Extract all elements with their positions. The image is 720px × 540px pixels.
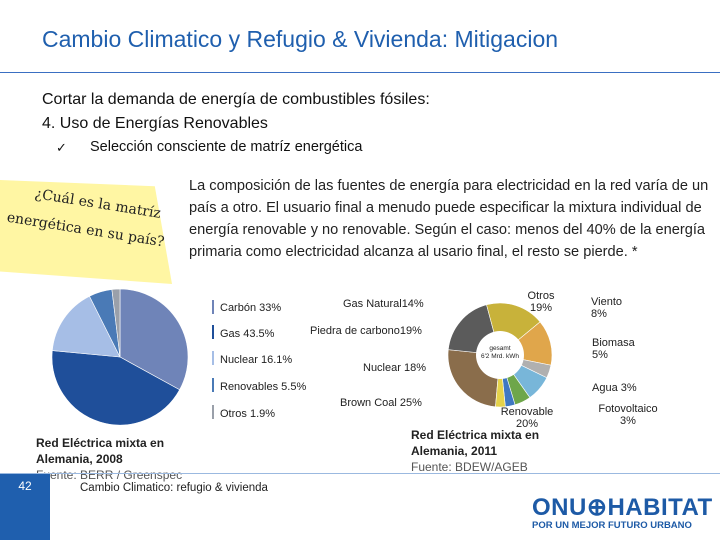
label-wind: Viento 8% — [591, 296, 622, 320]
pie-chart-2008 — [51, 288, 189, 426]
label-renewable: Renovable 20% — [500, 406, 554, 430]
legend-swatch-carbon — [212, 300, 214, 314]
caption-2011: Red Eléctrica mixta en Alemania, 2011 Fu… — [411, 427, 581, 475]
legend-others: Otros 1.9% — [220, 408, 276, 420]
check-icon: ✓ — [56, 140, 67, 155]
label-hard-coal: Piedra de carbono19% — [310, 325, 422, 337]
bullet-text: Selección consciente de matríz energétic… — [90, 139, 363, 155]
label-nuclear: Nuclear 18% — [363, 362, 426, 374]
sticky-note — [0, 180, 172, 284]
logo-tagline: POR UN MEJOR FUTURO URBANO — [532, 520, 692, 531]
pie-slice-carbón — [119, 288, 189, 391]
subtitle-line-2: 4. Uso de Energías Renovables — [42, 115, 268, 132]
caption-2008-title: Red Eléctrica mixta en Alemania, 2008 — [36, 436, 165, 466]
legend-nuclear: Nuclear 16.1% — [220, 354, 293, 366]
title-divider — [0, 72, 720, 73]
label-brown-coal: Brown Coal 25% — [340, 397, 422, 409]
footer-text: Cambio Climatico: refugio & vivienda — [80, 482, 268, 494]
pie-chart-2011 — [447, 302, 553, 408]
onu-habitat-logo: ONU⊕HABITAT — [532, 494, 713, 521]
legend-swatch-nuclear — [212, 351, 214, 365]
pie-slice-nuclear — [51, 295, 121, 358]
footer-divider — [0, 473, 720, 474]
label-biomass: Biomasa 5% — [592, 337, 635, 361]
legend-swatch-gas — [212, 325, 214, 339]
donut-center-label: gesamt 6'2 Mrd. kWh — [480, 345, 520, 360]
caption-2011-title: Red Eléctrica mixta en Alemania, 2011 — [411, 428, 540, 458]
pie-slice-fotovoltaico — [495, 354, 506, 408]
caption-2011-source: Fuente: BDEW/AGEB — [411, 460, 528, 474]
legend-gas: Gas 43.5% — [220, 328, 275, 340]
label-others: Otros 19% — [527, 290, 555, 314]
label-water: Agua 3% — [592, 382, 637, 394]
body-paragraph: La composición de las fuentes de energía… — [189, 178, 709, 260]
legend-swatch-others — [212, 405, 214, 419]
label-photovoltaic: Fotovoltaico 3% — [598, 403, 658, 427]
legend-renewables: Renovables 5.5% — [220, 381, 307, 393]
legend-carbon: Carbón 33% — [220, 302, 282, 314]
page-number: 42 — [0, 474, 50, 540]
label-gas-natural: Gas Natural14% — [343, 298, 424, 310]
caption-2008-source: Fuente: BERR / Greenspec — [36, 468, 183, 482]
slide-title: Cambio Climatico y Refugio & Vivienda: M… — [42, 26, 559, 52]
pie-slice-gas — [51, 350, 180, 426]
caption-2008: Red Eléctrica mixta en Alemania, 2008 Fu… — [36, 435, 206, 483]
legend-swatch-renewables — [212, 378, 214, 392]
donut-center — [476, 331, 524, 379]
pie-slice-otros — [111, 288, 121, 358]
subtitle-line-1: Cortar la demanda de energía de combusti… — [42, 91, 430, 108]
